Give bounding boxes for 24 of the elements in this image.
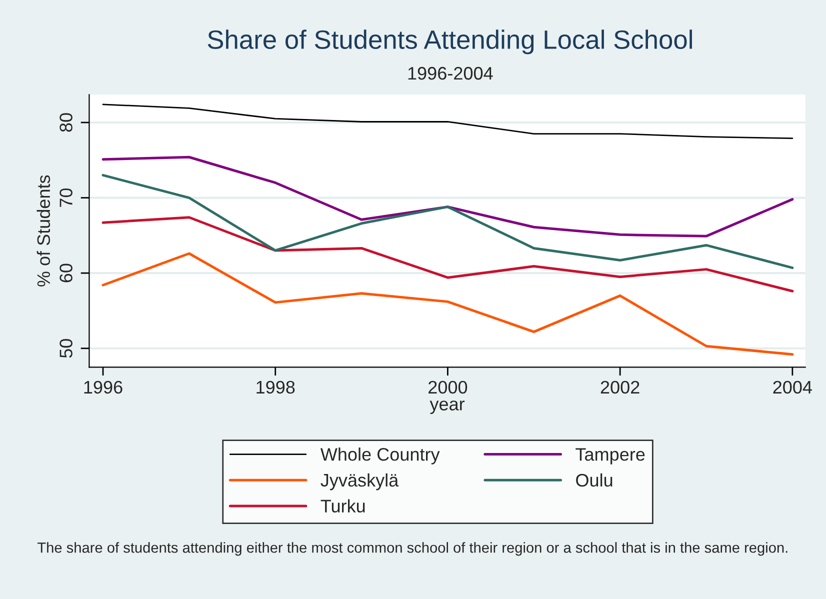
legend-label: Turku — [320, 499, 365, 513]
line-series — [102, 104, 794, 140]
line-series — [102, 156, 794, 238]
line-series — [102, 174, 794, 270]
y-tick-label: 80 — [60, 113, 72, 132]
legend-label: Oulu — [576, 473, 612, 487]
x-tick-label: 2002 — [600, 380, 640, 394]
x-tick-label: 1996 — [84, 380, 122, 394]
line-series — [102, 252, 794, 356]
x-tick-label: 2004 — [773, 380, 812, 394]
legend-label: Jyväskylä — [320, 473, 399, 490]
x-tick-label: 1998 — [256, 380, 295, 394]
text: The share of students attending either the most common school of their region or a school that is in the same region. — [38, 542, 788, 556]
y-axis-title: % of Students — [36, 175, 50, 286]
line-series — [102, 216, 794, 292]
x-axis-title: year — [430, 400, 465, 414]
chart-title: Share of Students Attending Local School — [208, 30, 692, 54]
y-tick-label: 60 — [60, 264, 72, 282]
y-tick-label: 70 — [60, 188, 72, 207]
legend-label: Tampere — [576, 448, 645, 464]
x-tick-label: 2000 — [428, 380, 468, 394]
chart-subtitle: 1996-2004 — [408, 66, 493, 80]
legend-label: Whole Country — [320, 448, 440, 464]
y-tick-label: 50 — [60, 339, 72, 358]
